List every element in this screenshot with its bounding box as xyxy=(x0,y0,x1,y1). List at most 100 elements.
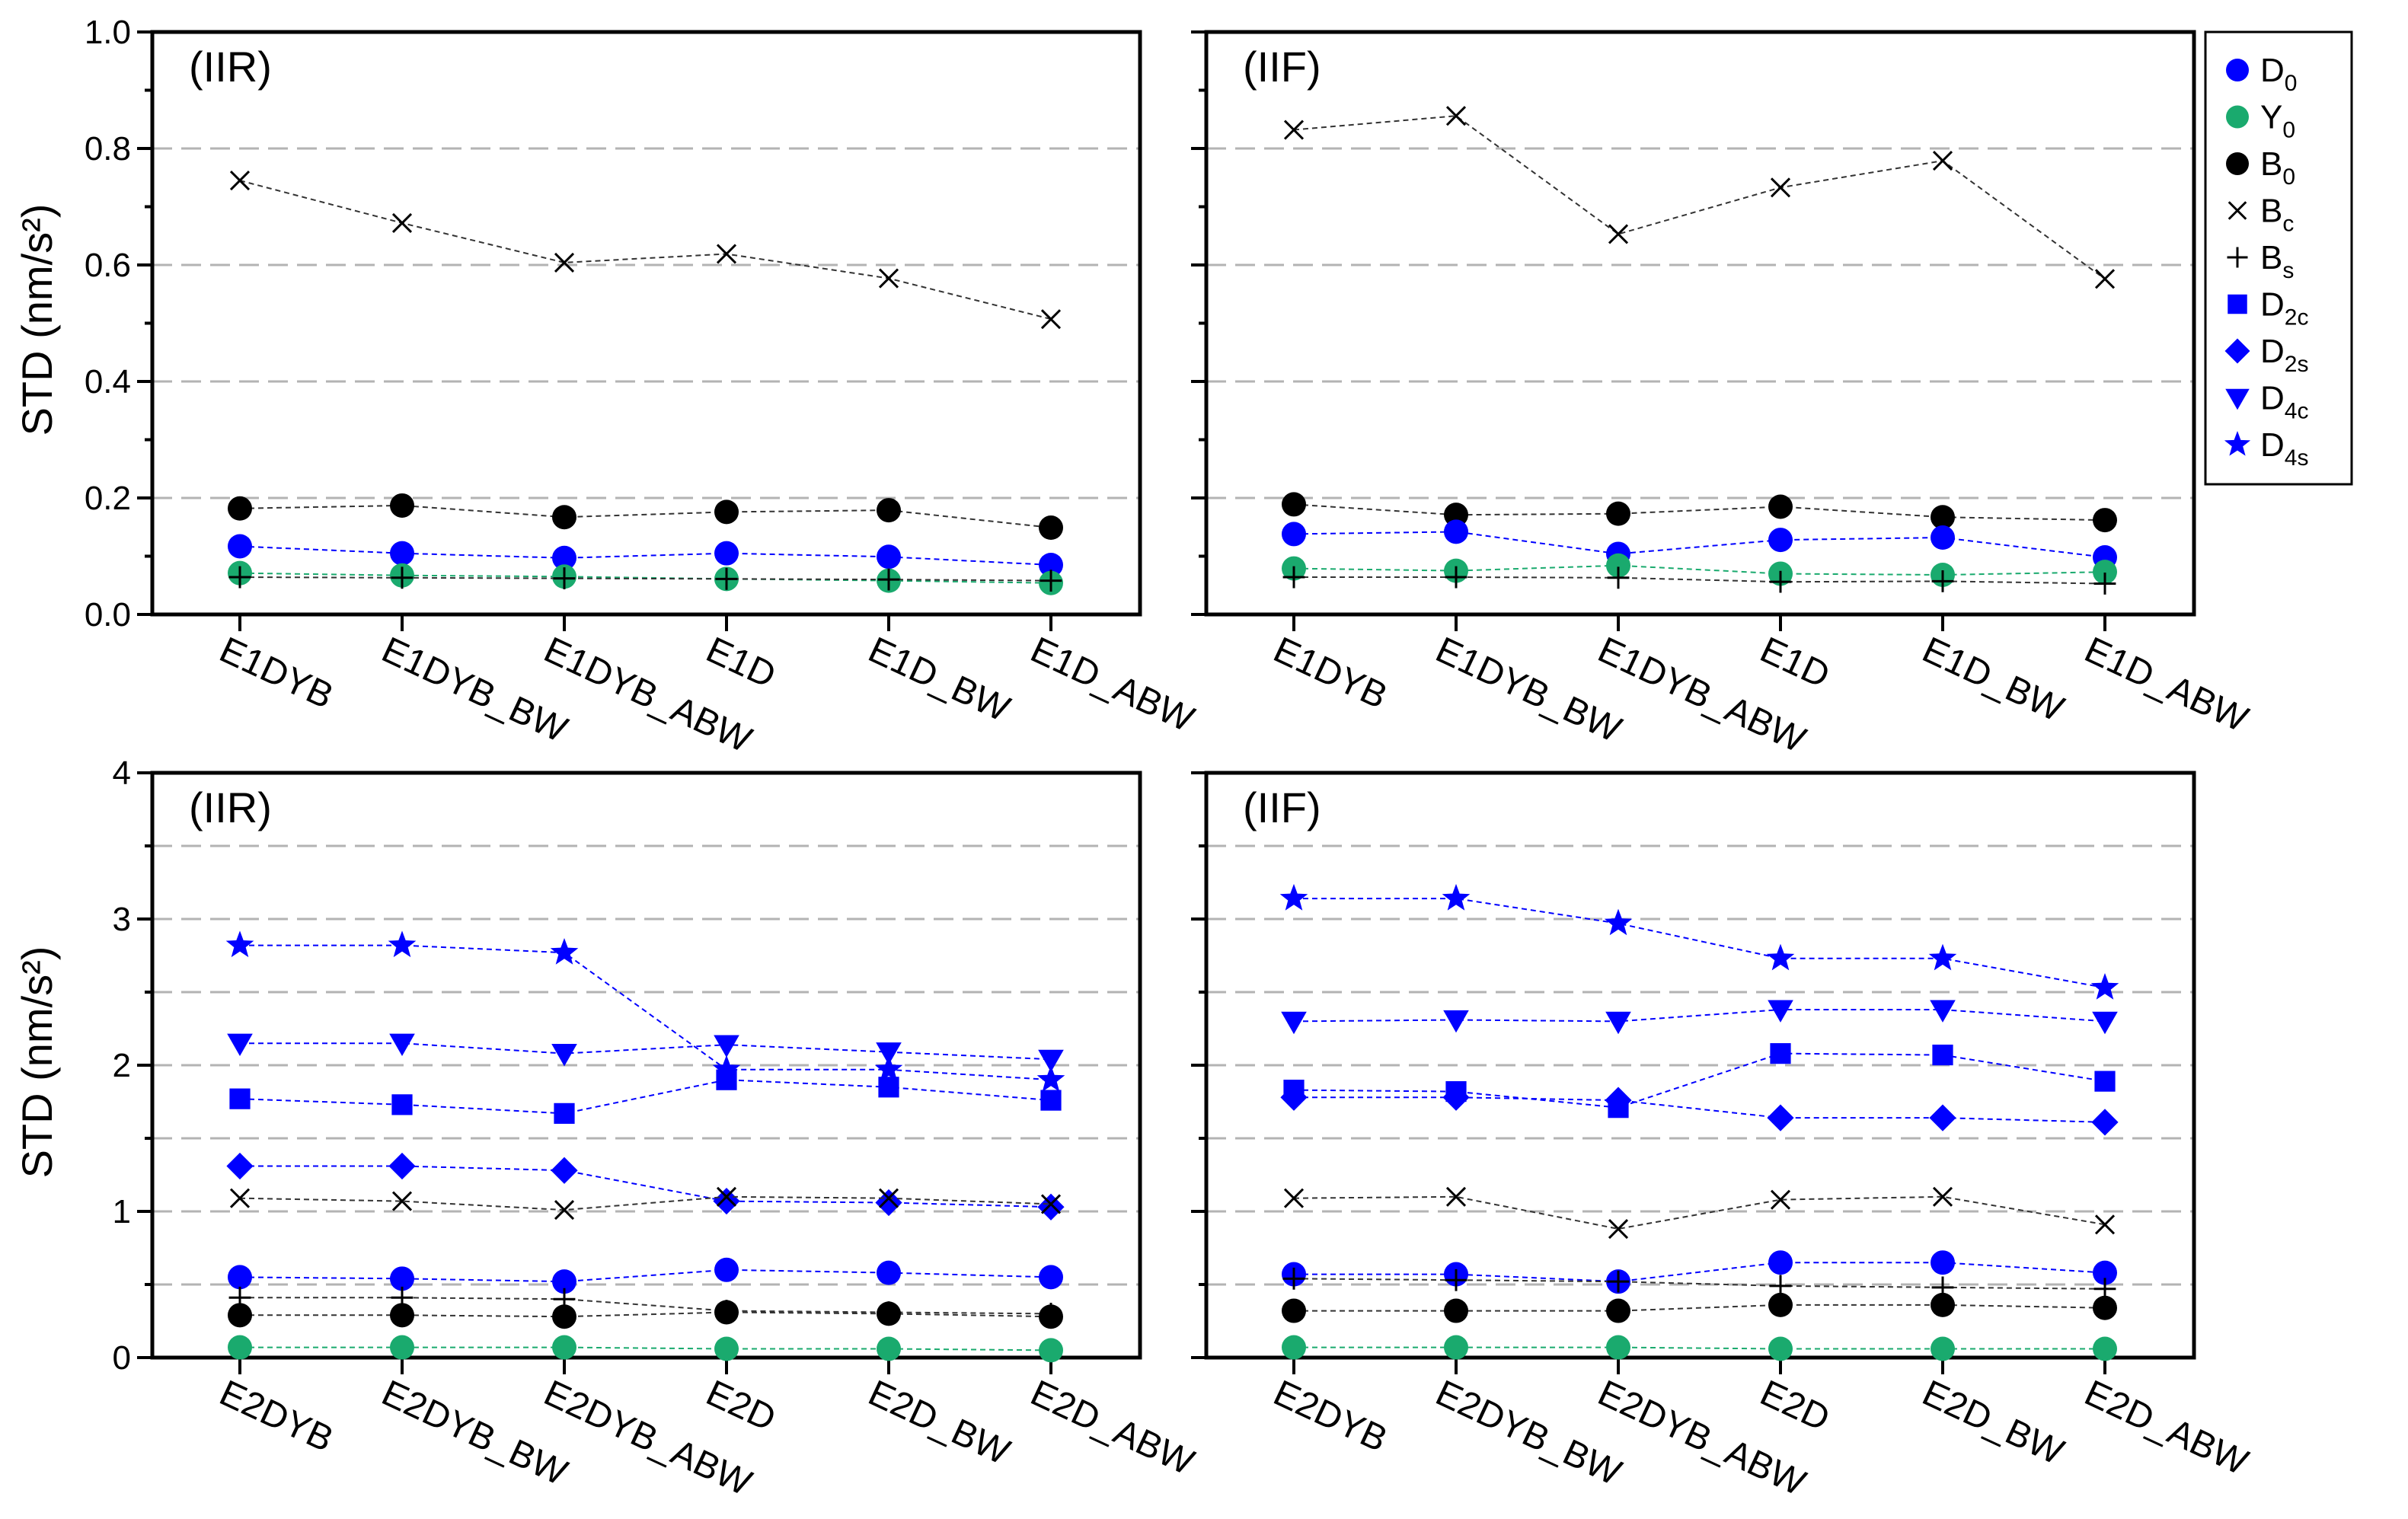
data-point-Bs xyxy=(553,567,576,589)
data-point-D4s xyxy=(1279,883,1308,911)
data-point-D0 xyxy=(228,534,252,559)
data-point-B0 xyxy=(1931,505,1955,530)
data-point-D4s xyxy=(712,1055,741,1082)
data-point-B0 xyxy=(1039,515,1063,541)
plot-frame xyxy=(150,30,1142,617)
y-tick-label: 1.0 xyxy=(85,14,131,51)
data-point-Bc xyxy=(1040,309,1062,330)
legend-marker-Bs xyxy=(2227,247,2248,268)
data-point-D4c xyxy=(714,1035,739,1058)
series-Bc xyxy=(1283,1186,2116,1240)
data-point-D4c xyxy=(551,1044,577,1067)
data-point-Bc xyxy=(554,1200,575,1221)
data-point-D4s xyxy=(1766,943,1795,971)
data-point-D0 xyxy=(1931,1250,1955,1275)
data-point-D2s xyxy=(713,1187,740,1215)
data-point-D0 xyxy=(1039,1265,1063,1290)
data-point-Y0 xyxy=(714,1336,739,1361)
data-point-D0 xyxy=(1931,525,1955,550)
data-point-Bc xyxy=(2094,269,2116,289)
data-point-D0 xyxy=(390,541,414,566)
series-line-Y0 xyxy=(1293,564,2106,576)
data-point-D0 xyxy=(1444,519,1468,544)
series-line-Bc xyxy=(1293,1195,2106,1230)
series-Y0 xyxy=(1282,1335,2117,1361)
data-point-D0 xyxy=(552,1269,576,1294)
data-point-D4s xyxy=(2090,973,2119,1000)
data-point-D2s xyxy=(1929,1104,1956,1131)
data-point-D2s xyxy=(875,1189,902,1217)
series-line-D0 xyxy=(239,545,1052,566)
data-point-B0 xyxy=(714,1300,739,1325)
legend-marker-D2c xyxy=(2228,294,2247,314)
x-tick-label: E2D_ABW xyxy=(2078,1373,2254,1483)
data-point-Bc xyxy=(1445,106,1467,126)
series-Y0 xyxy=(228,1335,1063,1363)
series-line-D2c xyxy=(1293,1052,2106,1109)
data-point-D4c xyxy=(1443,1010,1469,1033)
data-point-D4s xyxy=(1928,943,1957,971)
series-D2s xyxy=(1280,1083,2119,1136)
data-point-B0 xyxy=(877,1301,901,1326)
data-point-D4c xyxy=(1768,1000,1793,1023)
series-line-D4s xyxy=(1294,898,2106,989)
series-line-Bc xyxy=(239,1195,1052,1211)
data-point-Bc xyxy=(229,171,251,191)
legend-marker-D0 xyxy=(2226,59,2249,81)
panel-label: (IIR) xyxy=(189,43,272,91)
series-line-D2s xyxy=(1294,1096,2106,1123)
legend-marker-Y0 xyxy=(2226,105,2249,129)
series-line-D2s xyxy=(240,1165,1052,1208)
series-D0 xyxy=(228,534,1063,577)
data-point-Bc xyxy=(229,1188,251,1208)
series-D4c xyxy=(227,1033,1064,1073)
data-point-D0 xyxy=(1768,528,1793,553)
series-Bc xyxy=(1283,106,2116,289)
data-point-Bc xyxy=(878,268,899,289)
data-point-D2s xyxy=(1442,1083,1470,1111)
x-tick-label: E2D xyxy=(1754,1373,1835,1439)
data-point-Bc xyxy=(878,1188,899,1208)
data-point-D0 xyxy=(877,544,901,570)
series-B0 xyxy=(228,1300,1063,1329)
data-point-D2c xyxy=(716,1069,737,1090)
data-point-D0 xyxy=(714,1257,739,1282)
data-point-D0 xyxy=(877,1260,901,1285)
legend-label-D4c: D4c xyxy=(2260,380,2308,424)
data-point-Bs xyxy=(1282,1267,1305,1290)
data-point-D4s xyxy=(388,930,417,958)
x-tick-label: E1D xyxy=(700,630,781,696)
legend-label-D2c: D2c xyxy=(2260,286,2308,330)
data-point-B0 xyxy=(2093,1295,2117,1320)
x-tick-label: E1D_ABW xyxy=(2078,630,2254,740)
data-point-D4s xyxy=(874,1055,903,1082)
data-point-D0 xyxy=(552,545,576,570)
panel-label: (IIF) xyxy=(1243,43,1321,91)
data-point-Y0 xyxy=(1444,1335,1468,1360)
series-Bc xyxy=(229,171,1062,330)
x-tick-label: E2DYB xyxy=(1267,1373,1393,1460)
data-point-Bs xyxy=(1040,570,1062,592)
series-line-Y0 xyxy=(1294,1346,2105,1350)
legend-item-D2c: D2c xyxy=(2228,286,2308,330)
data-point-B0 xyxy=(1282,1298,1306,1323)
data-point-D4c xyxy=(1930,1000,1956,1023)
data-point-Bs xyxy=(1607,566,1630,589)
data-point-D2s xyxy=(1037,1193,1065,1221)
data-point-Y0 xyxy=(228,1335,252,1360)
data-point-D4c xyxy=(1038,1049,1064,1073)
series-line-Y0 xyxy=(240,1346,1052,1351)
data-point-D0 xyxy=(1282,522,1306,547)
legend-label-Bc: Bc xyxy=(2260,193,2294,237)
data-point-Bs xyxy=(1282,566,1305,589)
data-point-Bs xyxy=(1445,1268,1467,1291)
series-line-D4c xyxy=(1293,1009,2106,1023)
series-D0 xyxy=(228,1257,1063,1294)
series-Bs xyxy=(228,566,1062,592)
legend-item-Y0: Y0 xyxy=(2226,99,2295,143)
